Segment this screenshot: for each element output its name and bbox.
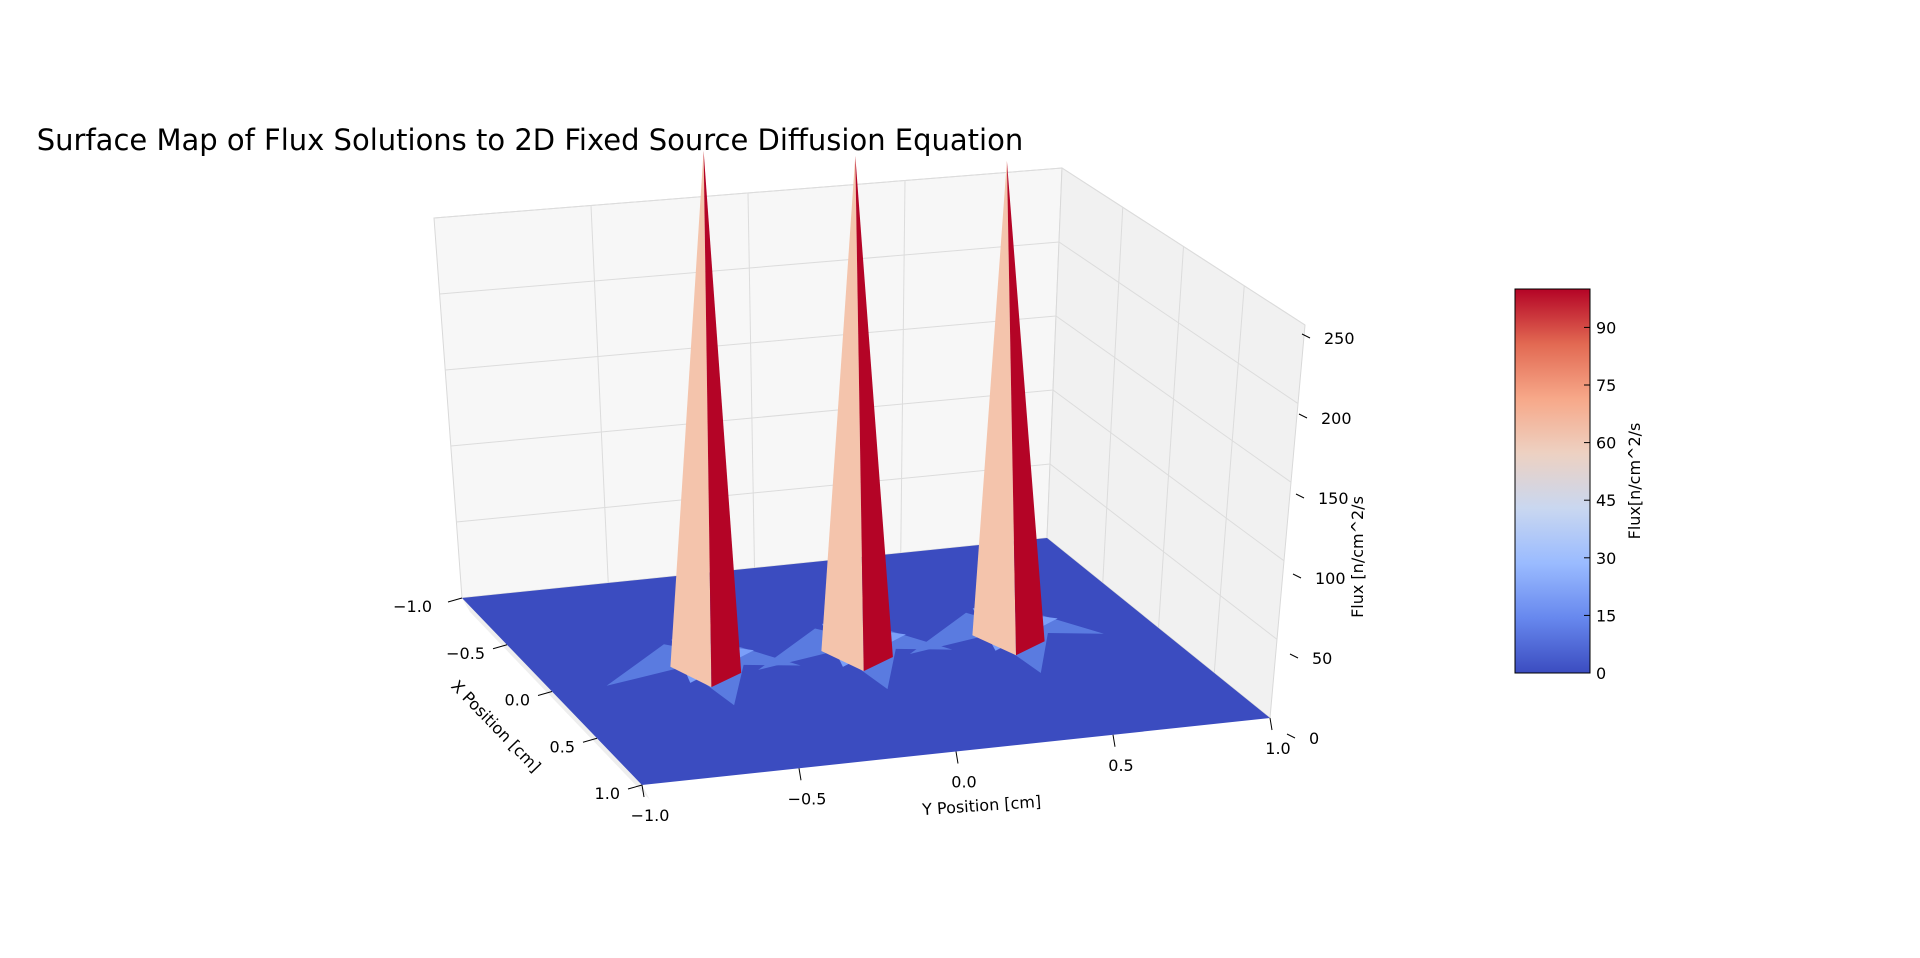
z-tick: [1289, 653, 1299, 659]
z-tick: [1301, 333, 1311, 339]
y-tick: [641, 784, 645, 798]
x-tick: [447, 597, 463, 603]
y-tick: [798, 768, 802, 781]
colorbar-ticks: 0 15 30 45 60 75 90: [1584, 318, 1616, 683]
z-tick-label: 50: [1312, 649, 1332, 668]
x-grid-line: [1158, 246, 1184, 629]
flux-peaks: [606, 150, 1104, 706]
z-tick-label: 250: [1324, 329, 1355, 348]
back-pane-left: [433, 167, 1063, 599]
z-tick-label: 0: [1309, 729, 1319, 748]
colorbar-tick-label: 30: [1596, 549, 1616, 568]
x-tick: [627, 784, 643, 790]
y-tick-label: 0.0: [951, 773, 976, 792]
floor-edge: [462, 598, 650, 800]
colorbar-tick-label: 45: [1596, 491, 1616, 510]
x-grid-line: [1213, 285, 1245, 674]
y-tick-label: −0.5: [788, 789, 827, 808]
chart-title: Surface Map of Flux Solutions to 2D Fixe…: [37, 123, 1023, 157]
peak-face-light: [972, 160, 1016, 656]
x-tick-label: 0.0: [505, 691, 530, 710]
y-axis-ticks: −1.0 −0.5 0.0 0.5 1.0: [631, 717, 1291, 825]
z-tick-label: 150: [1318, 489, 1349, 508]
z-tick: [1295, 493, 1305, 499]
z-grid-line: [445, 315, 1292, 483]
z-axis-ticks: 0 50 100 150 200 250: [1286, 329, 1355, 748]
y-tick-label: −1.0: [631, 806, 670, 825]
x-tick-label: −0.5: [446, 644, 485, 663]
colorbar-tick-label: 90: [1596, 318, 1616, 337]
axes-grid: [433, 167, 1306, 719]
colorbar-tick-label: 15: [1596, 606, 1616, 625]
colorbar: [1514, 288, 1591, 674]
y-grid-line: [590, 205, 609, 584]
x-grid-line: [1102, 207, 1124, 584]
y-tick-label: 1.0: [1265, 739, 1290, 758]
y-grid-line: [747, 192, 755, 569]
x-tick-label: 0.5: [550, 737, 575, 756]
colorbar-tick-label: 0: [1596, 664, 1606, 683]
z-tick: [1292, 573, 1302, 579]
colorbar-label: Flux[n/cm^2/s: [1625, 423, 1644, 540]
z-grid-line: [450, 389, 1285, 562]
z-tick: [1286, 733, 1296, 739]
colorbar-tick-label: 75: [1596, 376, 1616, 395]
axes-panes: [433, 167, 1306, 800]
z-grid-line: [439, 241, 1299, 405]
y-tick: [1269, 717, 1273, 731]
x-tick: [582, 737, 598, 743]
y-axis-label: Y Position [cm]: [921, 792, 1042, 819]
z-tick: [1298, 413, 1308, 419]
y-grid-line: [900, 180, 906, 554]
peak-face-dark: [855, 155, 893, 672]
x-tick-label: −1.0: [393, 597, 432, 616]
peak-face-dark: [703, 150, 742, 688]
z-tick-label: 100: [1315, 569, 1346, 588]
peak-face-light: [670, 150, 712, 688]
z-grid-line: [456, 463, 1278, 640]
colorbar-tick-label: 60: [1596, 434, 1616, 453]
x-tick: [537, 691, 553, 696]
peak-face-light: [821, 155, 864, 672]
y-tick: [955, 751, 959, 764]
x-tick: [492, 644, 508, 650]
x-tick-label: 1.0: [595, 784, 620, 803]
z-grid-line: [433, 167, 1306, 326]
x-axis-ticks: −1.0 −0.5 0.0 0.5 1.0: [393, 597, 643, 803]
peak-face-dark: [1006, 160, 1045, 656]
z-tick-label: 200: [1321, 409, 1352, 428]
y-tick-label: 0.5: [1108, 756, 1133, 775]
y-tick: [1112, 734, 1116, 747]
z-axis-label: Flux [n/cm^2/s: [1348, 496, 1367, 618]
